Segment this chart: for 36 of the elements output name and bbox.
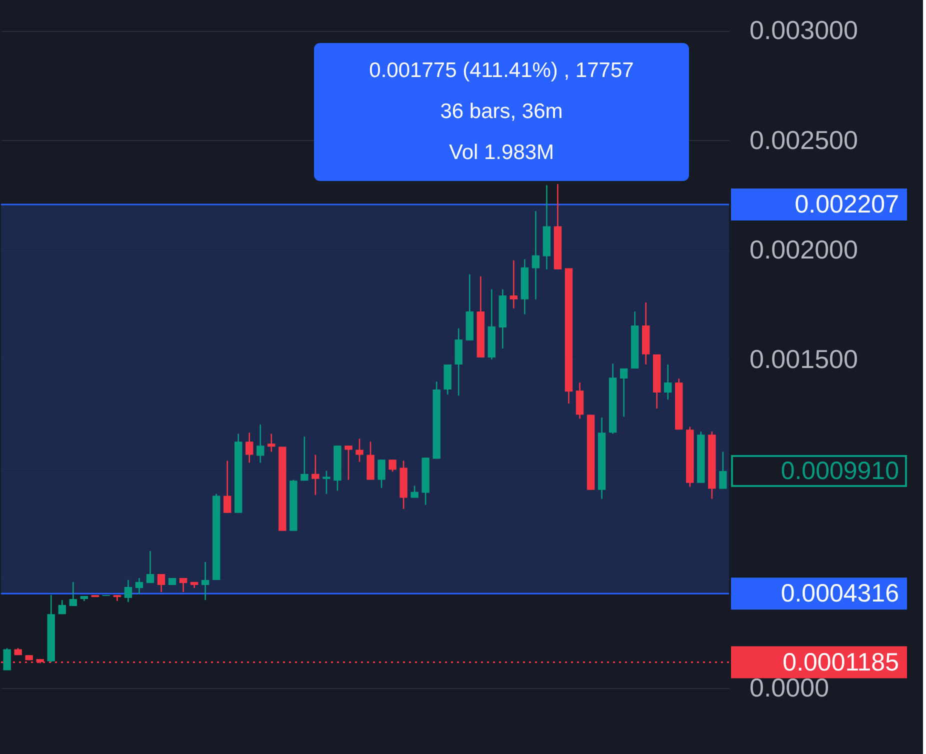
candlestick [300, 436, 308, 482]
candlestick [664, 364, 672, 400]
candlestick [124, 579, 132, 603]
candlestick [356, 438, 364, 462]
candlestick [58, 599, 66, 615]
candlestick [620, 368, 628, 418]
candlestick [388, 458, 396, 472]
candlestick [312, 454, 320, 496]
candlestick [69, 581, 77, 607]
ref-line-label: 0.0004316 [780, 580, 899, 608]
candlestick [157, 573, 166, 593]
candlestick [3, 647, 11, 671]
candlestick [344, 444, 352, 480]
candlestick [532, 210, 540, 300]
candlestick [146, 550, 154, 584]
candlestick [179, 577, 188, 593]
candlestick [256, 424, 264, 464]
candlestick [268, 433, 276, 452]
text: 0.0009910 [780, 457, 899, 486]
candlestick [510, 260, 518, 310]
y-tick-label: 0.002000 [750, 234, 858, 264]
y-tick-label: 0.002500 [750, 124, 858, 155]
candlestick [246, 432, 254, 464]
candlestick [719, 451, 727, 490]
y-tick-label: 0.003000 [750, 15, 858, 46]
annotation: 0.001775 (411.41%) , 17757 [369, 59, 634, 82]
annotation: 36 bars, 36m [440, 100, 563, 123]
candlestick [378, 458, 386, 489]
candlestick [223, 460, 232, 514]
candlestick [135, 577, 144, 595]
candlestick [322, 470, 330, 494]
annotation: Vol 1.983M [448, 141, 554, 164]
ref-line-label: 0.002207 [794, 190, 899, 218]
y-tick-label: 0.001500 [750, 344, 858, 374]
candlestick [410, 485, 418, 498]
candlestick [201, 561, 210, 601]
